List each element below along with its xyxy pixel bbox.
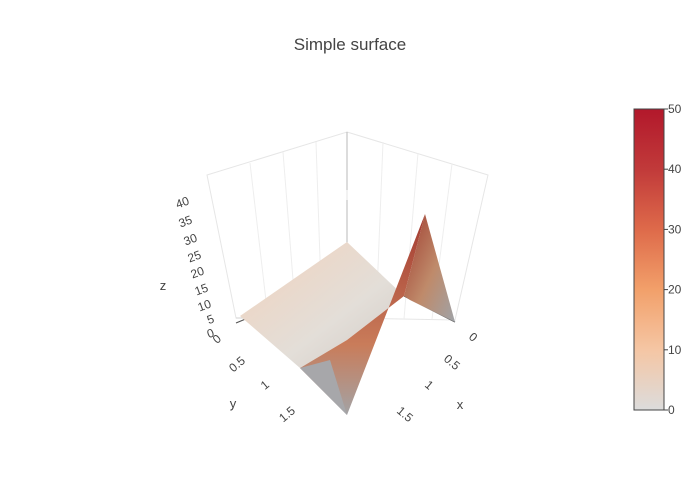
z-tick-label: 30 [182, 231, 200, 249]
z-tick-label: 5 [205, 312, 216, 328]
colorbar-tick-label: 10 [668, 343, 682, 357]
z-tick-label: 10 [196, 297, 214, 315]
y-tick-label: 0.5 [226, 353, 248, 375]
chart-title: Simple surface [294, 35, 406, 54]
z-tick-label: 0 [205, 326, 216, 342]
colorbar-tick-label: 0 [668, 403, 675, 417]
y-tick-label: 0 [210, 331, 224, 346]
y-axis-title: y [230, 396, 237, 411]
z-tick-label: 35 [177, 213, 195, 231]
surface-ridge-patch-shade [300, 360, 347, 415]
colorbar-tick-label: 50 [668, 102, 682, 116]
z-tick-label: 20 [189, 264, 207, 282]
colorbar-tick-label: 40 [668, 162, 682, 176]
z-tick-label: 15 [193, 281, 211, 299]
colorbar: 0 10 20 30 40 50 [633, 102, 682, 417]
x-tick-label: 0.5 [441, 352, 463, 374]
z-axis-title: z [160, 278, 167, 293]
z-tick-label: 25 [186, 248, 204, 266]
colorbar-ticks: 0 10 20 30 40 50 [664, 102, 682, 417]
colorbar-tick-label: 20 [668, 283, 682, 297]
surface-flat-patch [240, 242, 404, 368]
surface-ridge-patch-side [404, 214, 455, 322]
z-tick-label: 40 [174, 194, 192, 212]
colorbar-tick-label: 30 [668, 222, 682, 236]
surface-plot [240, 214, 455, 415]
grid-line [249, 162, 269, 319]
x-axis-ticks: 00.5 1 1.5 [394, 330, 480, 426]
x-axis-title: x [457, 397, 464, 412]
y-tick-label: 1 [258, 377, 272, 392]
colorbar-scale [633, 108, 665, 411]
x-tick-label: 1 [422, 378, 436, 393]
y-tick-label: 1.5 [276, 403, 298, 425]
x-tick-label: 1.5 [394, 404, 416, 426]
x-tick-label: 0 [466, 330, 480, 345]
